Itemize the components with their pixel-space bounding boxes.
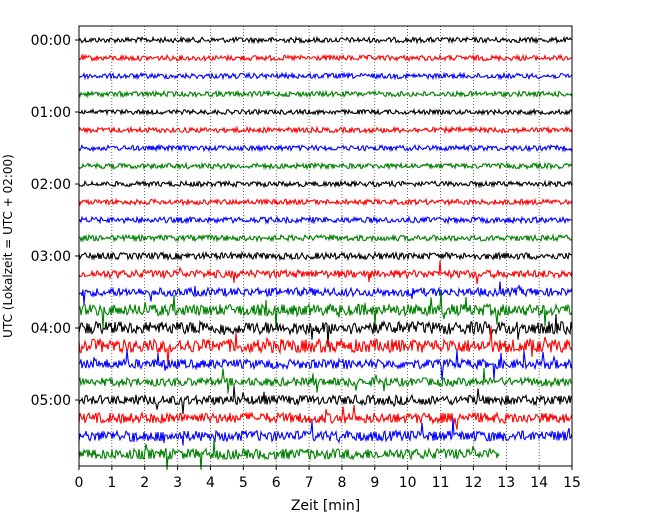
x-tick-label-11: 11 bbox=[432, 475, 450, 491]
trace-0145 bbox=[78, 161, 573, 171]
x-tick-label-13: 13 bbox=[497, 475, 515, 491]
x-tick-label-14: 14 bbox=[530, 475, 548, 491]
trace-0330 bbox=[78, 281, 573, 305]
x-tick-label-2: 2 bbox=[140, 475, 149, 491]
x-tick-label-0: 0 bbox=[75, 475, 84, 491]
x-tick-label-8: 8 bbox=[337, 475, 346, 491]
trace-group bbox=[78, 35, 573, 470]
trace-0245 bbox=[78, 233, 573, 243]
x-tick-label-5: 5 bbox=[239, 475, 248, 491]
x-tick-label-10: 10 bbox=[399, 475, 417, 491]
x-tick-label-3: 3 bbox=[173, 475, 182, 491]
x-tick-label-6: 6 bbox=[272, 475, 281, 491]
x-tick-label-9: 9 bbox=[370, 475, 379, 491]
trace-0445 bbox=[78, 368, 573, 394]
y-tick-label-0: 00:00 bbox=[31, 33, 71, 49]
trace-0430 bbox=[79, 349, 573, 381]
trace-0500 bbox=[78, 386, 573, 415]
trace-0415 bbox=[78, 325, 573, 367]
trace-0215 bbox=[78, 197, 573, 207]
trace-0300 bbox=[78, 250, 573, 262]
trace-0100 bbox=[78, 107, 573, 117]
y-tick-label-3: 03:00 bbox=[31, 249, 71, 265]
trace-0115 bbox=[78, 125, 573, 135]
x-tick-label-7: 7 bbox=[305, 475, 314, 491]
x-axis-label: Zeit [min] bbox=[291, 498, 360, 514]
y-axis-label: UTC (Lokalzeit = UTC + 02:00) bbox=[1, 154, 15, 338]
trace-0000 bbox=[78, 35, 573, 45]
trace-0400 bbox=[78, 314, 573, 348]
x-axis: 0 1 2 3 4 5 6 7 8 9 10 11 12 13 14 15 bbox=[75, 466, 581, 491]
y-axis: 00:00 01:00 02:00 03:00 04:00 05:00 bbox=[31, 33, 79, 409]
y-tick-label-2: 02:00 bbox=[31, 177, 71, 193]
trace-0515 bbox=[78, 405, 573, 430]
x-tick-label-12: 12 bbox=[464, 475, 482, 491]
trace-0200 bbox=[78, 179, 573, 189]
y-tick-label-1: 01:00 bbox=[31, 105, 71, 121]
trace-0030 bbox=[78, 71, 573, 81]
trace-0130 bbox=[78, 143, 573, 153]
trace-0045 bbox=[78, 89, 573, 99]
x-tick-label-1: 1 bbox=[107, 475, 116, 491]
x-tick-label-15: 15 bbox=[563, 475, 581, 491]
trace-0230 bbox=[78, 215, 573, 225]
trace-0315 bbox=[78, 260, 573, 284]
trace-0345 bbox=[78, 290, 573, 330]
plot-frame bbox=[78, 25, 573, 467]
y-tick-label-4: 04:00 bbox=[31, 321, 71, 337]
trace-0015 bbox=[78, 53, 573, 63]
trace-0530 bbox=[78, 418, 573, 446]
y-tick-label-5: 05:00 bbox=[31, 393, 71, 409]
x-tick-label-4: 4 bbox=[206, 475, 215, 491]
trace-0545 bbox=[78, 440, 500, 470]
